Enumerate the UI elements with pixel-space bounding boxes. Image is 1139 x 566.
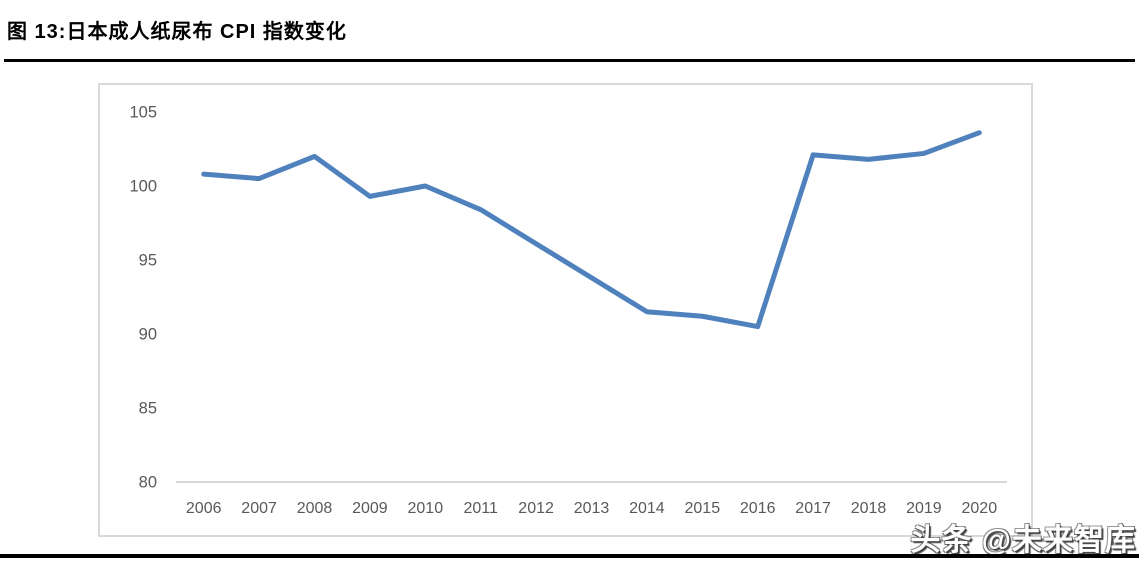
y-axis-tick-label: 90 [139, 326, 157, 344]
x-axis-tick-label: 2019 [906, 500, 942, 517]
chart-panel: 80 85 90 95 100 105 2006 2007 2008 2009 2010 2011 20… [98, 83, 1033, 537]
x-axis-tick-label: 2014 [629, 500, 665, 517]
x-axis-tick-label: 2015 [685, 500, 721, 517]
x-axis-tick-label: 2006 [186, 500, 222, 517]
title-divider [4, 59, 1135, 62]
cpi-series-line [201, 130, 982, 330]
watermark: 头条 @未来智库 [910, 524, 1136, 557]
x-axis-tick-label: 2009 [352, 500, 388, 517]
x-axis-tick-label: 2008 [297, 500, 333, 517]
x-axis-tick-label: 2018 [851, 500, 887, 517]
x-axis-tick-label: 2017 [795, 500, 831, 517]
figure-title: 图 13:日本成人纸尿布 CPI 指数变化 [7, 21, 347, 43]
footer-rule [0, 554, 1139, 558]
x-axis-tick-label: 2016 [740, 500, 776, 517]
cpi-line-chart: 80 85 90 95 100 105 2006 2007 2008 2009 2010 2011 20… [129, 104, 1007, 517]
x-axis-tick-label: 2013 [574, 500, 610, 517]
y-axis-tick-label: 105 [129, 104, 157, 122]
y-axis-tick-label: 80 [139, 474, 157, 492]
x-axis-tick-label: 2020 [962, 500, 998, 517]
y-axis-tick-label: 100 [129, 178, 157, 196]
x-axis-tick-label: 2011 [463, 500, 498, 517]
x-axis-tick-label: 2007 [241, 500, 277, 517]
x-axis-tick-label: 2012 [518, 500, 554, 517]
y-axis-tick-label: 85 [139, 400, 157, 418]
y-axis-tick-label: 95 [139, 252, 157, 270]
x-axis-tick-label: 2010 [408, 500, 444, 517]
